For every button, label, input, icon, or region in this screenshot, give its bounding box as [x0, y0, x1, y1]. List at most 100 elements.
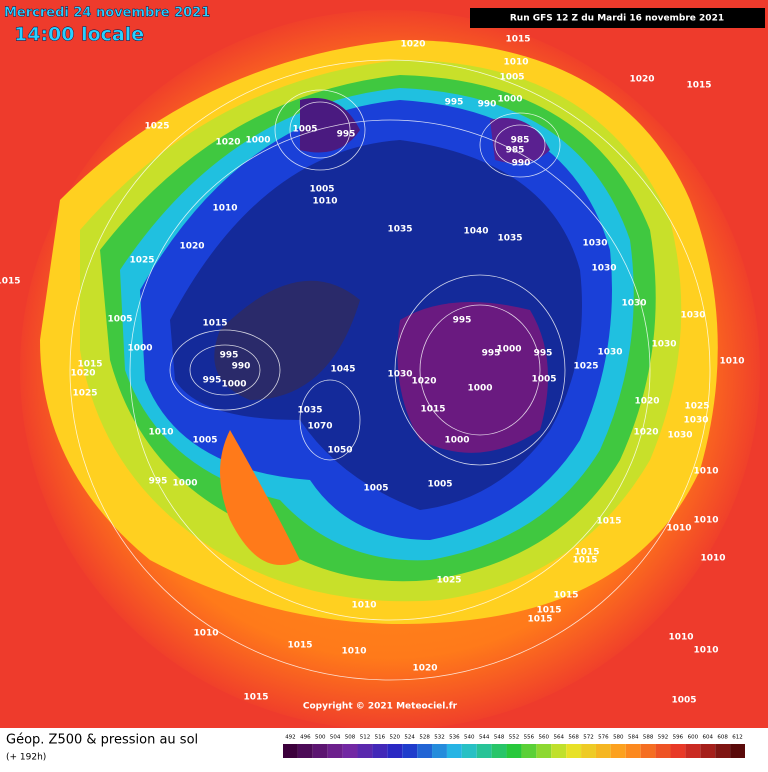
scale-swatch	[283, 744, 298, 758]
scale-swatch	[595, 744, 611, 758]
isobar-label: 1005	[292, 125, 317, 135]
isobar-label: 1010	[193, 629, 218, 639]
scale-label: 584	[628, 735, 639, 741]
isobar-label: 1035	[387, 225, 412, 235]
isobar-label: 1010	[212, 204, 237, 214]
isobar-label: 1015	[77, 360, 102, 370]
isobar-label: 1015	[553, 591, 578, 601]
scale-label: 612	[732, 735, 743, 741]
scale-label: 580	[613, 735, 624, 741]
isobar-label: 1015	[596, 517, 621, 527]
isobar-label: 1000	[444, 436, 469, 446]
isobar-label: 990	[232, 362, 251, 372]
isobar-label: 995	[149, 477, 168, 487]
scale-swatch	[640, 744, 656, 758]
isobar-label: 1015	[686, 81, 711, 91]
scale-swatch	[581, 744, 596, 758]
scale-label: 608	[717, 735, 728, 741]
isobar-label: 1010	[693, 467, 718, 477]
scale-swatch	[342, 744, 358, 758]
isobar-label: 1025	[573, 362, 598, 372]
isobar-label: 1010	[719, 357, 744, 367]
isobar-label: 1030	[591, 264, 616, 274]
scale-swatch	[476, 744, 492, 758]
isobar-label: 1010	[503, 58, 528, 68]
isobar-label: 1020	[634, 397, 659, 407]
scale-swatch	[387, 744, 403, 758]
isobar-label: 1020	[179, 242, 204, 252]
isobar-label: 1015	[505, 35, 530, 45]
footer-lead: (+ 192h)	[6, 753, 46, 763]
isobar-label: 1005	[531, 375, 556, 385]
time: 14:00 locale	[14, 24, 144, 46]
isobar-label: 1025	[144, 122, 169, 132]
isobar-label: 1000	[467, 384, 492, 394]
scale-swatch	[461, 744, 477, 758]
isobar-label: 1045	[330, 365, 355, 375]
scale-label: 572	[583, 735, 594, 741]
scale-swatch	[685, 744, 701, 758]
scale-swatch	[357, 744, 373, 758]
scale-label: 588	[643, 735, 654, 741]
run-info: Run GFS 12 Z du Mardi 16 novembre 2021	[510, 14, 724, 24]
scale-label: 508	[345, 735, 356, 741]
isobar-label: 995	[220, 351, 239, 361]
isobar-label: 1030	[621, 299, 646, 309]
scale-swatch	[536, 744, 552, 758]
isobar-label: 1030	[651, 340, 676, 350]
isobar-label: 1010	[668, 633, 693, 643]
scale-label: 544	[479, 735, 490, 741]
isobar-label: 995	[534, 349, 553, 359]
isobar-label: 1005	[309, 185, 334, 195]
scale-label: 512	[360, 735, 371, 741]
isobar-label: 1000	[172, 479, 197, 489]
isobar-label: 995	[453, 316, 472, 326]
scale-label: 548	[494, 735, 505, 741]
map-background	[0, 0, 768, 730]
isobar-label: 1070	[307, 422, 332, 432]
scale-swatch	[506, 744, 522, 758]
scale-label: 604	[702, 735, 713, 741]
isobar-label: 1035	[297, 406, 322, 416]
scale-swatch	[715, 744, 731, 758]
isobar-label: 1040	[463, 227, 488, 237]
isobar-label: 995	[445, 98, 464, 108]
isobar-label: 1015	[287, 641, 312, 651]
scale-swatch	[551, 744, 567, 758]
isobar-label: 995	[337, 130, 356, 140]
isobar-label: 990	[512, 159, 531, 169]
isobar-label: 1020	[411, 377, 436, 387]
isobar-label: 1030	[683, 416, 708, 426]
scale-label: 492	[285, 735, 296, 741]
isobar-label: 1020	[215, 138, 240, 148]
isobar-label: 1000	[497, 95, 522, 105]
isobar-label: 995	[482, 349, 501, 359]
isobar-label: 1050	[327, 446, 352, 456]
scale-swatch	[372, 744, 388, 758]
scale-label: 592	[658, 735, 669, 741]
footer-title: Géop. Z500 & pression au sol	[6, 733, 198, 748]
isobar-label: 1000	[496, 345, 521, 355]
scale-label: 504	[330, 735, 341, 741]
isobar-label: 1025	[129, 256, 154, 266]
scale-swatch	[521, 744, 537, 758]
scale-swatch	[446, 744, 462, 758]
isobar-label: 1010	[666, 524, 691, 534]
isobar-label: 1010	[341, 647, 366, 657]
isobar-label: 1010	[700, 554, 725, 564]
isobar-label: 1005	[499, 73, 524, 83]
scale-label: 524	[404, 735, 415, 741]
scale-swatch	[297, 744, 313, 758]
isobar-label: 1030	[680, 311, 705, 321]
isobar-label: 1030	[582, 239, 607, 249]
isobar-label: 1005	[671, 696, 696, 706]
isobar-label: 1005	[427, 480, 452, 490]
isobar-label: 1015	[527, 615, 552, 625]
isobar-label: 1030	[387, 370, 412, 380]
scale-swatch	[610, 744, 626, 758]
isobar-label: 1020	[400, 40, 425, 50]
scale-label: 600	[688, 735, 699, 741]
isobar-label: 1005	[363, 484, 388, 494]
